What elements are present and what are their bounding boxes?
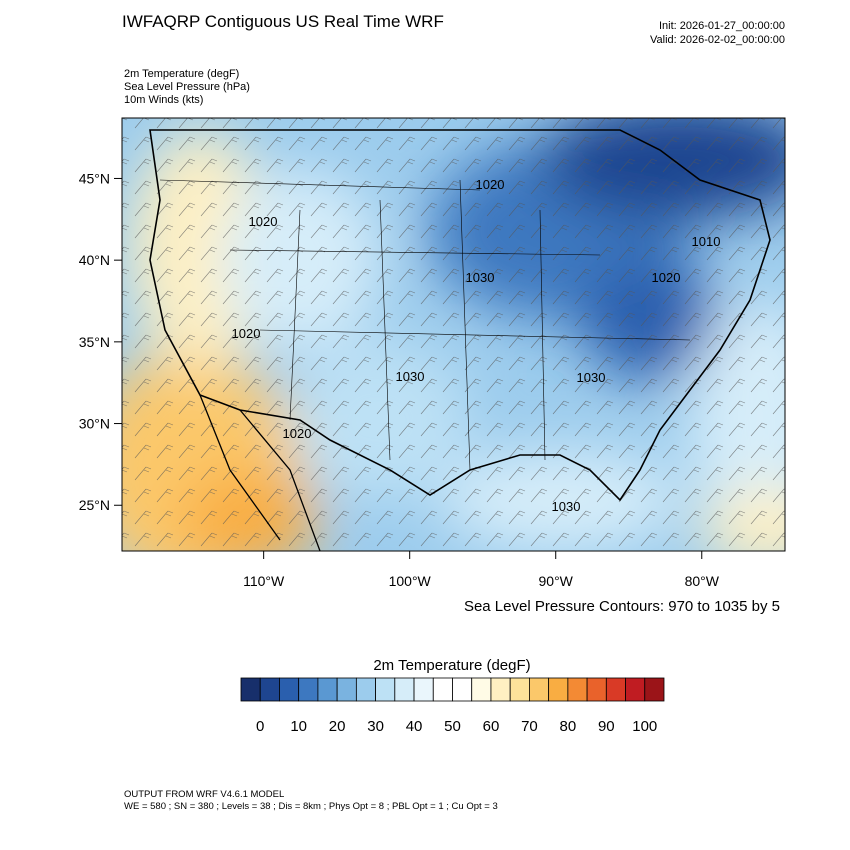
- colorbar: 0 10 20 30 40 50 60 70 80 90 100: [240, 677, 665, 735]
- colorbar-label: 40: [406, 718, 423, 735]
- colorbar-box: [240, 677, 261, 702]
- colorbar-box: [548, 677, 569, 702]
- colorbar-box: [317, 677, 338, 702]
- colorbar-label: 0: [256, 718, 264, 735]
- colorbar-box: [625, 677, 646, 702]
- colorbar-box: [605, 677, 626, 702]
- contour-label: 1030: [552, 499, 581, 514]
- colorbar-box: [298, 677, 319, 702]
- title: IWFAQRP Contiguous US Real Time WRF: [122, 12, 444, 31]
- field-label: 2m Temperature (degF): [124, 68, 239, 80]
- valid-time: Valid: 2026-02-02_00:00:00: [650, 34, 785, 46]
- colorbar-box: [529, 677, 550, 702]
- lat-label: 35°N: [79, 334, 110, 350]
- colorbar-box: [586, 677, 607, 702]
- lon-label: 80°W: [685, 573, 720, 589]
- colorbar-box: [644, 677, 665, 702]
- colorbar-label: 50: [444, 718, 461, 735]
- field-label: 10m Winds (kts): [124, 94, 203, 106]
- contour-label: 1010: [692, 234, 721, 249]
- contour-label: 1020: [283, 426, 312, 441]
- colorbar-box: [471, 677, 492, 702]
- lat-label: 45°N: [79, 170, 110, 186]
- colorbar-box: [355, 677, 376, 702]
- contour-label: 1020: [652, 270, 681, 285]
- colorbar-box: [432, 677, 453, 702]
- colorbar-box: [375, 677, 396, 702]
- init-time: Init: 2026-01-27_00:00:00: [659, 20, 785, 32]
- contour-label: 1020: [476, 177, 505, 192]
- colorbar-label: 90: [598, 718, 615, 735]
- contour-note: Sea Level Pressure Contours: 970 to 1035…: [464, 598, 780, 615]
- colorbar-label: 20: [329, 718, 346, 735]
- lon-label: 90°W: [539, 573, 574, 589]
- lat-label: 30°N: [79, 416, 110, 432]
- colorbar-label: 100: [632, 718, 657, 735]
- map-field: [122, 118, 785, 551]
- colorbar-box: [259, 677, 280, 702]
- colorbar-label: 80: [560, 718, 577, 735]
- colorbar-title: 2m Temperature (degF): [373, 657, 530, 674]
- colorbar-label: 30: [367, 718, 384, 735]
- map-frame: [121, 117, 786, 552]
- lon-label: 110°W: [243, 573, 285, 589]
- colorbar-box: [452, 677, 473, 702]
- contour-label: 1030: [396, 369, 425, 384]
- contour-label: 1020: [249, 214, 278, 229]
- contour-label: 1020: [232, 326, 261, 341]
- lat-label: 40°N: [79, 252, 110, 268]
- colorbar-box: [413, 677, 434, 702]
- colorbar-box: [490, 677, 511, 702]
- colorbar-label: 70: [521, 718, 538, 735]
- colorbar-box: [279, 677, 300, 702]
- footer: WE = 580 ; SN = 380 ; Levels = 38 ; Dis …: [124, 801, 498, 812]
- contour-label: 1030: [577, 370, 606, 385]
- colorbar-label: 60: [483, 718, 500, 735]
- lat-label: 25°N: [79, 497, 110, 513]
- colorbar-label: 10: [290, 718, 307, 735]
- colorbar-box: [336, 677, 357, 702]
- field-label: Sea Level Pressure (hPa): [124, 81, 250, 93]
- colorbar-box: [509, 677, 530, 702]
- contour-label: 1030: [466, 270, 495, 285]
- colorbar-box: [567, 677, 588, 702]
- lon-label: 100°W: [389, 573, 432, 589]
- map-annotations: 45°N 40°N 35°N 30°N 25°N 110°W 100°W 90°W 80°W 10…: [79, 170, 721, 589]
- colorbar-box: [394, 677, 415, 702]
- footer: OUTPUT FROM WRF V4.6.1 MODEL: [124, 789, 284, 800]
